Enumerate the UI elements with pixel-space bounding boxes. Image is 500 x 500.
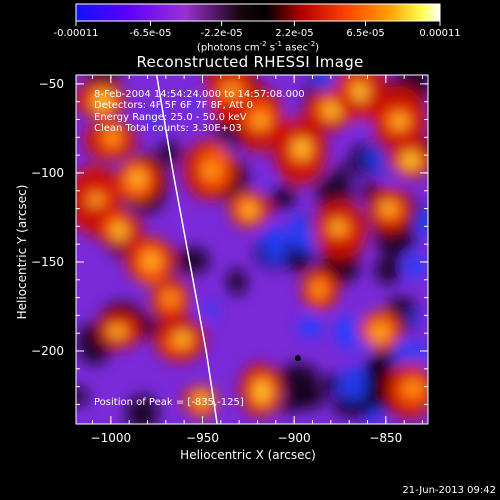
emission-blob [203,303,219,318]
emission-blob [175,331,191,346]
axis-ticks [76,75,428,424]
y-tick-label: −50 [38,76,64,91]
colorbar-tick-label: 6.5e-05 [346,28,385,39]
emission-blob [278,397,300,413]
emission-blob [335,164,353,178]
x-tick-label: −850 [369,431,403,445]
plot-frame [75,74,429,425]
colorbar-tick-label: -6.5e-05 [129,28,172,39]
emission-blob [94,91,111,113]
emission-blob [147,115,165,127]
emission-blob [336,323,358,339]
colorbar-tick-label: -2.2e-05 [200,28,243,39]
emission-blob [224,86,238,95]
annotation-time-range: 8-Feb-2004 14:54:24.000 to 14:57:08.000 [94,89,305,100]
emission-blob [195,393,209,405]
y-axis-label: Heliocentric Y (arcsec) [15,184,29,320]
footer-date: 21-Jun-2013 09:42 [402,485,496,496]
emission-blob [288,216,315,244]
emission-blob [323,102,341,119]
emission-blob [337,383,352,394]
emission-blob [407,314,421,324]
emission-blob [164,294,176,302]
colorbar-tick-label: 0.00011 [419,28,461,39]
emission-blob [226,268,247,296]
emission-blob [107,133,119,142]
emission-blob [372,326,388,338]
emission-blob [299,314,322,340]
colorbar-units: (photons cm-2 s-1 asec-2) [196,40,320,54]
colorbar-ticks [75,21,441,26]
emission-blob [269,185,296,209]
emission-blob [253,380,270,403]
emission-blob [252,116,269,127]
emission-blob [89,195,101,206]
emission-blob [375,255,402,285]
emission-blob [363,150,391,168]
emission-blob [111,223,128,240]
emission-blob [108,326,126,338]
emission-blob [369,406,383,424]
annotation-energy-range: Energy Range: 25.0 - 50.0 keV [94,112,247,123]
colorbar [75,3,441,22]
x-axis-label: Heliocentric X (arcsec) [180,448,316,462]
emission-blob [261,226,289,264]
emission-blob [314,75,339,94]
emission-map [76,75,428,424]
emission-blob [322,382,340,395]
x-tick-label: −1000 [90,431,132,445]
emission-blob [407,382,419,392]
emission-blob [352,82,368,102]
emission-blob [130,171,145,186]
emission-blob [143,254,160,267]
emission-blob [381,200,395,215]
emission-blob [243,202,257,218]
emission-blob [393,115,408,128]
x-tick-label: −950 [186,431,219,445]
annotation-detectors: Detectors: 4F 5F 6F 7F 8F, Att 0 [94,100,254,111]
y-tick-label: −200 [31,343,64,358]
x-tick-label: −900 [277,431,311,445]
emission-blob [263,181,274,188]
emission-blob [401,151,420,170]
solar-limb-curve [155,75,218,424]
chart-title: Reconstructed RHESSI Image [136,53,364,71]
emission-blob [313,284,325,294]
y-tick-label: −150 [31,254,64,269]
emission-blob [331,221,345,234]
colorbar-tick-label: -0.00011 [53,28,99,39]
emission-blob [126,394,159,424]
image-plot [76,75,428,424]
emission-blob [76,387,89,406]
emission-blob [293,138,310,158]
emission-blob [176,247,210,274]
annotation-counts: Clean Total counts: 3.30E+03 [94,123,242,134]
emission-blob [277,363,320,396]
peak-position-label: Position of Peak = [-835,-125] [94,397,244,408]
centroid-marker [294,355,301,362]
emission-blob [415,209,428,236]
emission-blob [405,253,427,279]
emission-blob [204,166,217,176]
emission-blob [316,174,353,209]
y-tick-label: −100 [31,165,64,180]
colorbar-tick-label: 2.2e-05 [275,28,314,39]
